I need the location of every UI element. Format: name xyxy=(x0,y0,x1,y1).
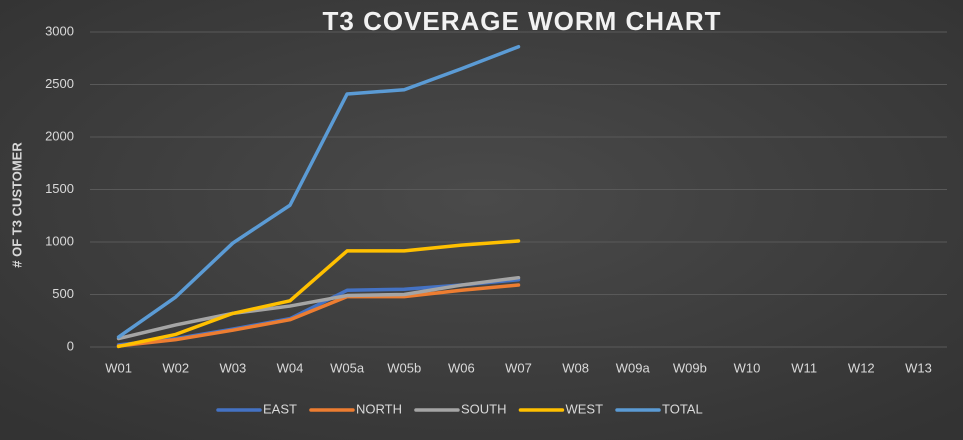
x-tick-label: W08 xyxy=(562,360,589,375)
line-series xyxy=(116,44,521,339)
x-tick-label: W09b xyxy=(673,360,707,375)
legend-label: TOTAL xyxy=(662,401,703,416)
line-series xyxy=(116,283,521,348)
y-tick-label: 3000 xyxy=(45,23,74,38)
chart-title: T3 COVERAGE WORM CHART xyxy=(323,6,722,36)
x-tick-label: W12 xyxy=(848,360,875,375)
line-series xyxy=(116,239,521,349)
y-tick-label: 1500 xyxy=(45,181,74,196)
y-tick-label: 0 xyxy=(67,338,74,353)
x-tick-label: W04 xyxy=(277,360,304,375)
line-series xyxy=(116,275,521,341)
x-tick-label: W11 xyxy=(791,360,817,375)
x-tick-label: W10 xyxy=(734,360,761,375)
x-tick-label: W13 xyxy=(905,360,932,375)
legend-label: NORTH xyxy=(356,401,402,416)
y-tick-label: 2500 xyxy=(45,76,74,91)
legend-label: EAST xyxy=(263,401,297,416)
x-tick-label: W01 xyxy=(105,360,132,375)
y-tick-label: 1000 xyxy=(45,233,74,248)
legend-label: SOUTH xyxy=(461,401,507,416)
y-axis-label: # OF T3 CUSTOMER xyxy=(9,142,24,268)
y-tick-label: 2000 xyxy=(45,128,74,143)
x-tick-label: W02 xyxy=(162,360,189,375)
y-tick-label: 500 xyxy=(52,286,74,301)
x-tick-label: W09a xyxy=(616,360,651,375)
legend-label: WEST xyxy=(565,401,603,416)
x-tick-label: W05b xyxy=(387,360,421,375)
x-tick-label: W06 xyxy=(448,360,475,375)
x-tick-label: W07 xyxy=(505,360,532,375)
x-tick-label: W03 xyxy=(219,360,246,375)
x-tick-label: W05a xyxy=(330,360,365,375)
